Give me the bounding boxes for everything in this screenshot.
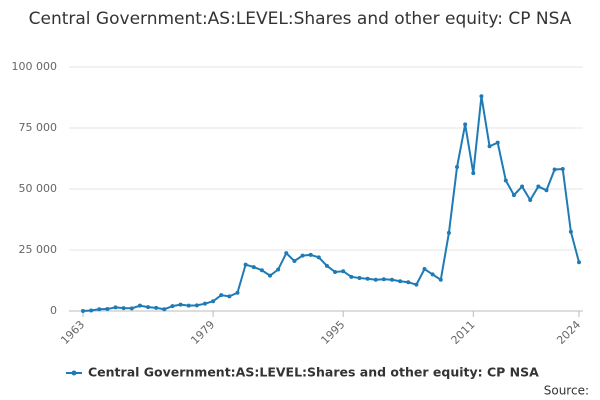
point [178,302,183,307]
y-tick-label: 0 [50,304,57,317]
point [430,272,435,277]
point [520,184,525,189]
source: Source: [544,384,589,398]
point [81,309,85,313]
y-tick-label: 25 000 [19,243,58,256]
y-tick-label: 50 000 [19,182,58,195]
point [316,255,321,260]
point [536,184,541,189]
point [495,140,500,145]
point [560,166,565,171]
point [406,280,411,285]
x-tick-label: 2011 [449,318,478,347]
point [544,188,549,193]
point [276,267,281,272]
point [211,299,216,304]
chart-title: Central Government:AS:LEVEL:Shares and o… [28,9,572,29]
y-tick-label: 100 000 [12,60,58,73]
point [97,307,102,312]
point [471,171,476,176]
point [422,267,427,272]
point [389,277,394,282]
point [552,167,557,172]
x-tick-label: 1979 [188,318,217,347]
point [170,304,175,309]
point [89,308,94,313]
point [568,229,573,234]
point [162,307,167,312]
point [194,303,199,308]
point [113,305,118,310]
point [186,303,191,308]
point [446,230,451,235]
point [381,277,386,282]
point [414,282,419,287]
point [333,269,338,274]
point [455,165,460,170]
point [292,258,297,263]
point [105,307,110,312]
point [357,276,362,281]
point [259,268,264,273]
y-tick-label: 75 000 [19,121,58,134]
point [503,178,508,183]
point [577,260,581,265]
point [365,276,370,281]
point [511,193,516,198]
x-tick-label: 2024 [554,318,583,347]
point [243,262,248,267]
point [479,94,484,99]
point [227,294,232,299]
point [146,305,151,310]
legend-marker [71,370,77,376]
point [284,251,289,256]
point [528,197,533,202]
legend-label: Central Government:AS:LEVEL:Shares and o… [88,365,539,380]
point [154,305,159,310]
point [463,122,468,127]
point [235,290,240,295]
point [438,277,443,282]
point [308,252,313,257]
point [137,303,142,308]
point [219,293,224,298]
point [202,301,207,306]
point [487,144,492,149]
x-tick-label: 1995 [318,318,347,347]
point [129,306,134,311]
point [349,274,354,279]
point [324,263,329,268]
point [373,277,378,282]
point [341,269,346,274]
point [121,306,126,311]
point [398,279,403,284]
point [300,253,305,258]
point [268,273,273,278]
x-tick-label: 1963 [58,318,87,347]
point [251,265,256,270]
